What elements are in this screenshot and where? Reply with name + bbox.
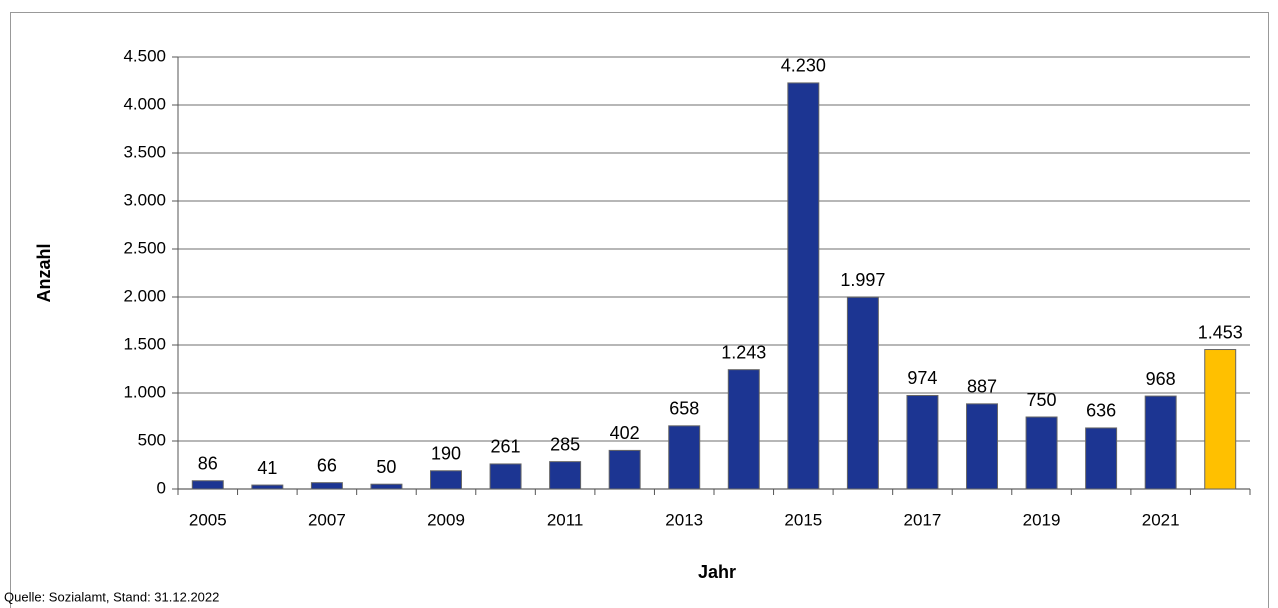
x-tick-label: 2011	[547, 510, 584, 529]
data-label: 1.243	[721, 342, 766, 362]
y-tick-label: 3.500	[123, 142, 166, 161]
data-label: 968	[1146, 369, 1176, 389]
source-note: Quelle: Sozialamt, Stand: 31.12.2022	[4, 589, 219, 604]
data-label: 50	[376, 457, 396, 477]
data-label: 66	[317, 455, 337, 475]
data-label: 1.997	[840, 270, 885, 290]
bar	[430, 470, 462, 490]
data-label: 750	[1027, 390, 1057, 410]
bar	[489, 463, 522, 490]
bar	[251, 484, 284, 490]
bar	[191, 480, 224, 490]
frame	[10, 12, 1269, 608]
x-tick-label: 2005	[189, 510, 227, 529]
data-label: 285	[550, 434, 580, 454]
data-label: 974	[907, 368, 937, 388]
y-tick-label: 2.500	[123, 238, 166, 257]
y-tick-label: 500	[138, 430, 166, 449]
bar	[906, 394, 939, 490]
data-label: 658	[669, 399, 699, 419]
bar	[846, 296, 879, 490]
y-tick-label: 4.500	[123, 46, 166, 65]
x-tick-label: 2019	[1023, 510, 1061, 529]
x-tick-label: 2007	[308, 510, 346, 529]
x-tick-label: 2017	[904, 510, 942, 529]
bar	[787, 82, 820, 490]
x-tick-label: 2009	[427, 510, 465, 529]
data-label: 261	[491, 437, 521, 457]
bar	[966, 403, 998, 490]
data-label: 887	[967, 377, 997, 397]
x-tick-label: 2013	[665, 510, 703, 529]
bar	[668, 425, 701, 490]
data-label: 636	[1086, 401, 1116, 421]
bar	[310, 482, 343, 490]
bar	[1204, 349, 1237, 490]
y-tick-label: 1.500	[123, 334, 166, 353]
y-tick-label: 4.000	[123, 94, 166, 113]
y-tick-label: 0	[157, 478, 166, 497]
bar	[727, 369, 760, 490]
bar	[608, 449, 641, 490]
y-axis-title: Anzahl	[34, 243, 54, 302]
y-tick-label: 3.000	[123, 190, 166, 209]
y-tick-label: 1.000	[123, 382, 166, 401]
bar	[1144, 395, 1177, 490]
data-label: 1.453	[1198, 322, 1243, 342]
bar	[370, 483, 403, 490]
data-label: 190	[431, 444, 461, 464]
x-axis-title: Jahr	[698, 562, 736, 582]
x-tick-label: 2021	[1142, 510, 1180, 529]
data-label: 4.230	[781, 56, 826, 76]
data-label: 86	[198, 453, 218, 473]
bar	[1085, 427, 1118, 490]
data-label: 41	[257, 458, 277, 478]
x-tick-label: 2015	[784, 510, 822, 529]
data-label: 402	[610, 423, 640, 443]
y-tick-label: 2.000	[123, 286, 166, 305]
bar	[549, 461, 582, 490]
bar	[1025, 416, 1058, 490]
